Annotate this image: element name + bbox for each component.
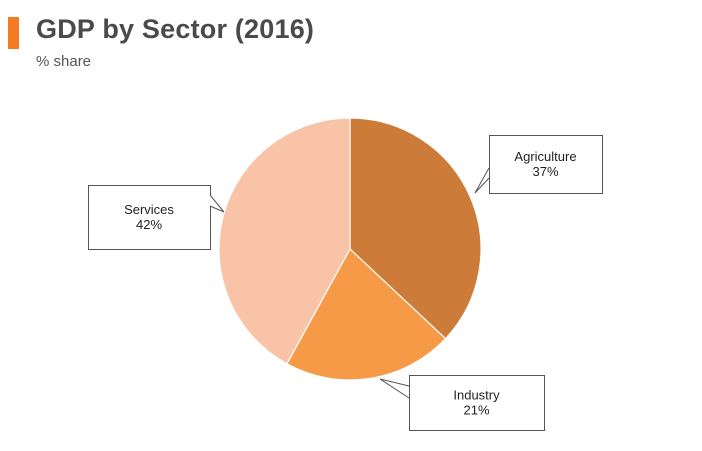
slice-value-label: 21%: [463, 403, 489, 418]
slice-value-label: 42%: [136, 217, 162, 232]
slice-label: Industry: [453, 388, 500, 403]
callout-box: [489, 135, 603, 194]
chart-subtitle: % share: [36, 53, 92, 70]
callout-pointer: [379, 378, 410, 399]
pie-slices: [218, 117, 482, 381]
slice-label: Agriculture: [514, 149, 576, 164]
callout-box: [88, 185, 211, 250]
title-accent-bar: [8, 17, 19, 49]
pie-slice-industry: [286, 248, 447, 381]
pie-slice-agriculture: [349, 117, 482, 340]
callout-box: [409, 375, 545, 431]
slice-value-label: 37%: [532, 164, 558, 179]
pie-slice-services: [218, 117, 351, 365]
callout-pointer: [209, 194, 225, 213]
chart-title: GDP by Sector (2016): [36, 14, 315, 44]
slice-label: Services: [124, 202, 174, 217]
callout-pointer: [474, 167, 490, 194]
